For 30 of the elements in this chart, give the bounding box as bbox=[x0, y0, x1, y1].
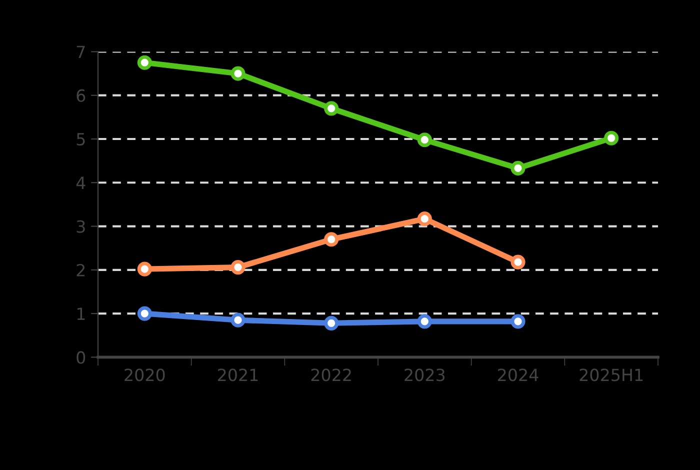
y-tick-label: 7 bbox=[76, 46, 85, 58]
y-tick-label: 0 bbox=[76, 351, 86, 364]
point bbox=[324, 101, 339, 116]
point bbox=[137, 306, 152, 321]
point bbox=[324, 232, 339, 247]
point bbox=[510, 160, 526, 176]
y-tick-label: 5 bbox=[76, 133, 85, 146]
point bbox=[417, 132, 432, 148]
point bbox=[417, 314, 432, 329]
point bbox=[230, 66, 246, 81]
x-tick-label: 2021 bbox=[218, 368, 258, 382]
y-tick-label: 1 bbox=[77, 308, 85, 320]
x-tick-label: 2023 bbox=[404, 368, 445, 382]
y-tick-label: 2 bbox=[76, 264, 85, 276]
point bbox=[230, 312, 246, 328]
point bbox=[324, 316, 339, 330]
point bbox=[417, 212, 432, 226]
point bbox=[137, 55, 152, 70]
point bbox=[510, 254, 526, 270]
x-tick-label: 2024 bbox=[498, 368, 538, 382]
point bbox=[510, 314, 526, 329]
x-tick-label: 2020 bbox=[124, 368, 165, 382]
point bbox=[230, 260, 246, 275]
point bbox=[604, 130, 619, 146]
y-tick-label: 6 bbox=[76, 89, 86, 102]
x-tick-label: 2022 bbox=[311, 368, 351, 382]
x-tick-label: 2025H1 bbox=[580, 368, 643, 382]
point bbox=[137, 262, 152, 276]
y-tick-label: 4 bbox=[76, 176, 86, 189]
y-tick-label: 3 bbox=[76, 220, 85, 233]
